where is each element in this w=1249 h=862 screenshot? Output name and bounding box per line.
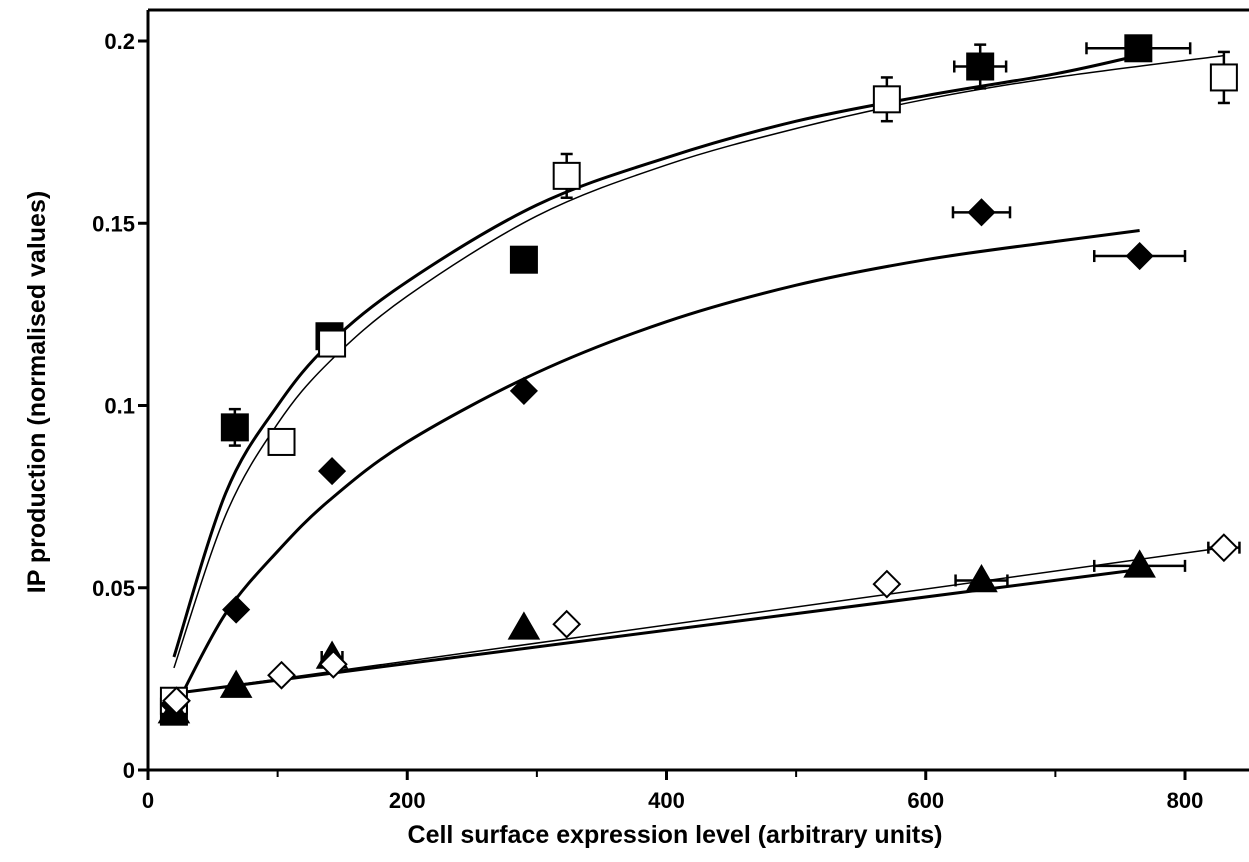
axes: 0 200 400 600 800 0 0.05 0.1 0.15 0.2 [92, 8, 1249, 813]
open-square-marker [318, 329, 347, 358]
open-diamond-marker [318, 649, 348, 679]
y-tick-label: 0.2 [104, 29, 135, 54]
filled-diamond-marker [1125, 241, 1154, 271]
x-tick-label: 400 [648, 788, 685, 813]
y-tick-label: 0.15 [92, 211, 135, 236]
fit-curve [172, 54, 1139, 658]
x-tick-label: 0 [142, 788, 154, 813]
x-axis-title: Cell surface expression level (arbitrary… [408, 821, 943, 849]
filled-triangle-marker [507, 611, 541, 640]
y-tick-label: 0 [123, 758, 135, 783]
filled-triangle-marker [219, 669, 253, 698]
y-axis-title: IP production (normalised values) [23, 191, 51, 593]
data-markers [157, 34, 1239, 726]
x-tick-label: 600 [907, 788, 944, 813]
y-tick-label: 0.1 [104, 394, 135, 419]
fit-curve [173, 546, 1224, 695]
filled-square-marker [1124, 34, 1153, 63]
axis-labels: Cell surface expression level (arbitrary… [23, 191, 942, 849]
filled-diamond-marker [967, 198, 996, 227]
open-square-marker [267, 427, 296, 456]
open-diamond-marker [872, 569, 902, 599]
filled-square-marker [220, 413, 249, 442]
filled-square-marker [966, 52, 995, 81]
error-bars [228, 42, 1241, 664]
open-square-marker [1209, 63, 1238, 92]
open-diamond-marker [162, 686, 191, 716]
x-tick-label: 800 [1167, 788, 1204, 813]
x-tick-label: 200 [389, 788, 426, 813]
y-tick-label: 0.05 [92, 576, 135, 601]
open-square-marker [872, 85, 901, 114]
fit-curves [172, 54, 1224, 698]
fit-curve [179, 229, 1140, 698]
filled-diamond-marker [318, 457, 347, 486]
filled-diamond-marker [509, 376, 538, 405]
open-square-marker [552, 161, 581, 190]
open-diamond-marker [267, 660, 296, 690]
filled-triangle-marker [965, 563, 998, 593]
filled-square-marker [509, 245, 538, 274]
open-diamond-marker [1209, 533, 1239, 563]
filled-triangle-marker [1123, 549, 1156, 578]
filled-diamond-marker [222, 595, 251, 624]
open-diamond-marker [552, 609, 582, 639]
